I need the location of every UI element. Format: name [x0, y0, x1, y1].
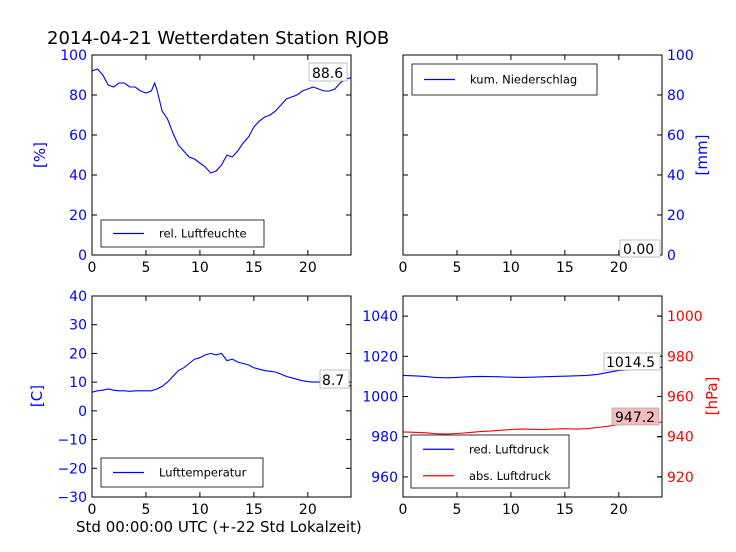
- x-tick-label-pressure: 0: [399, 502, 408, 518]
- y-right-tick-label-pressure: 920: [667, 470, 694, 486]
- x-tick-label-temperature: 5: [141, 502, 150, 518]
- x-tick-label-pressure: 10: [502, 502, 520, 518]
- x-tick-label-precipitation: 15: [556, 260, 574, 276]
- x-tick-label-humidity: 10: [191, 260, 209, 276]
- y-tick-label-precipitation: 40: [667, 168, 685, 184]
- x-tick-label-pressure: 5: [452, 502, 461, 518]
- y-tick-label-humidity: 0: [78, 248, 87, 264]
- last-value-label-abs-luftdruck: 947.2: [615, 410, 655, 426]
- y-tick-label-pressure: 1000: [362, 390, 398, 406]
- last-value-label-humidity: 88.6: [312, 66, 343, 82]
- y-right-tick-label-pressure: 1000: [667, 309, 703, 325]
- x-tick-label-temperature: 10: [191, 502, 209, 518]
- y-axis-label-pressure: [hPa]: [703, 377, 721, 416]
- x-tick-label-humidity: 15: [245, 260, 263, 276]
- y-tick-label-humidity: 40: [69, 168, 87, 184]
- y-tick-label-humidity: 20: [69, 208, 87, 224]
- last-value-label-temperature: 8.7: [322, 373, 344, 389]
- legend-label-humidity: rel. Luftfeuchte: [159, 227, 247, 241]
- last-value-box-humidity: [308, 62, 348, 82]
- figure-xlabel: Std 00:00:00 UTC (+-22 Std Lokalzeit): [76, 518, 362, 536]
- x-tick-label-temperature: 20: [299, 502, 317, 518]
- last-value-label-red-luftdruck: 1014.5: [606, 355, 655, 371]
- y-tick-label-humidity: 80: [69, 88, 87, 104]
- y-axis-label-precipitation: [mm]: [693, 135, 711, 176]
- y-tick-label-pressure: 960: [371, 470, 398, 486]
- series-line-temperature-0: [91, 352, 352, 393]
- x-tick-label-humidity: 20: [299, 260, 317, 276]
- legend-box-pressure: [410, 434, 570, 489]
- y-right-tick-label-pressure: 960: [667, 390, 694, 406]
- y-tick-label-temperature: −10: [57, 433, 87, 449]
- y-tick-label-temperature: 20: [69, 346, 87, 362]
- last-value-box-abs-luftdruck: [611, 407, 660, 426]
- y-tick-label-temperature: −20: [57, 461, 87, 477]
- y-axis-label-humidity: [%]: [31, 142, 49, 168]
- last-value-label-precipitation: 0.00: [623, 242, 654, 258]
- y-tick-label-precipitation: 100: [667, 48, 694, 64]
- panel-humidity: 0 5 10 15 20 0 20 40 60 80 100 [%] rel. Luftfeuchte 8…: [31, 48, 352, 276]
- x-tick-label-precipitation: 5: [452, 260, 461, 276]
- plot-frame-precipitation: [402, 54, 663, 256]
- legend-label-pressure: abs. Luftdruck: [469, 469, 551, 483]
- x-tick-label-temperature: 0: [88, 502, 97, 518]
- y-tick-label-pressure: 1020: [362, 349, 398, 365]
- y-tick-label-humidity: 100: [60, 48, 87, 64]
- figure-title: 2014-04-21 Wetterdaten Station RJOB: [47, 28, 389, 49]
- legend-label-pressure: red. Luftdruck: [469, 442, 550, 456]
- x-tick-label-pressure: 15: [556, 502, 574, 518]
- y-right-tick-label-pressure: 980: [667, 349, 694, 365]
- x-tick-label-precipitation: 20: [610, 260, 628, 276]
- y-tick-label-precipitation: 0: [667, 248, 676, 264]
- x-tick-label-precipitation: 0: [399, 260, 408, 276]
- y-axis-label-temperature: [C]: [28, 385, 46, 407]
- y-tick-label-temperature: 30: [69, 318, 87, 334]
- y-right-tick-label-pressure: 940: [667, 430, 694, 446]
- x-tick-label-humidity: 0: [88, 260, 97, 276]
- last-value-box-temperature: [319, 369, 350, 389]
- panel-pressure: 0 5 10 15 20 960 980 1000 1020 1040 920 940 960 980 10…: [362, 295, 721, 518]
- y-tick-label-temperature: −30: [57, 490, 87, 506]
- panel-precipitation: 0 5 10 15 20 0 20 40 60 80 100 [mm] kum. Niederschla…: [399, 48, 711, 276]
- y-tick-label-precipitation: 80: [667, 88, 685, 104]
- y-tick-label-pressure: 1040: [362, 309, 398, 325]
- y-tick-label-temperature: 10: [69, 375, 87, 391]
- last-value-box-red-luftdruck: [603, 352, 661, 371]
- y-tick-label-temperature: 40: [69, 289, 87, 305]
- y-tick-label-precipitation: 60: [667, 128, 685, 144]
- panel-temperature: 0 5 10 15 20 −30 −20 −10 0 10 20 30 40 [C] Lufttempera…: [28, 289, 352, 518]
- last-value-box-precipitation: [619, 239, 661, 258]
- y-tick-label-temperature: 0: [78, 404, 87, 420]
- x-tick-label-humidity: 5: [141, 260, 150, 276]
- plot-frame-humidity: [91, 54, 352, 256]
- plot-frame-temperature: [91, 295, 352, 498]
- legend-label-precipitation: kum. Niederschlag: [470, 73, 577, 87]
- legend-label-temperature: Lufttemperatur: [159, 466, 247, 480]
- y-tick-label-humidity: 60: [69, 128, 87, 144]
- y-tick-label-precipitation: 20: [667, 208, 685, 224]
- y-tick-label-pressure: 980: [371, 430, 398, 446]
- x-tick-label-pressure: 20: [610, 502, 628, 518]
- series-line-pressure-0: [402, 366, 663, 379]
- x-tick-label-precipitation: 10: [502, 260, 520, 276]
- x-tick-label-temperature: 15: [245, 502, 263, 518]
- series-line-humidity-0: [91, 68, 352, 174]
